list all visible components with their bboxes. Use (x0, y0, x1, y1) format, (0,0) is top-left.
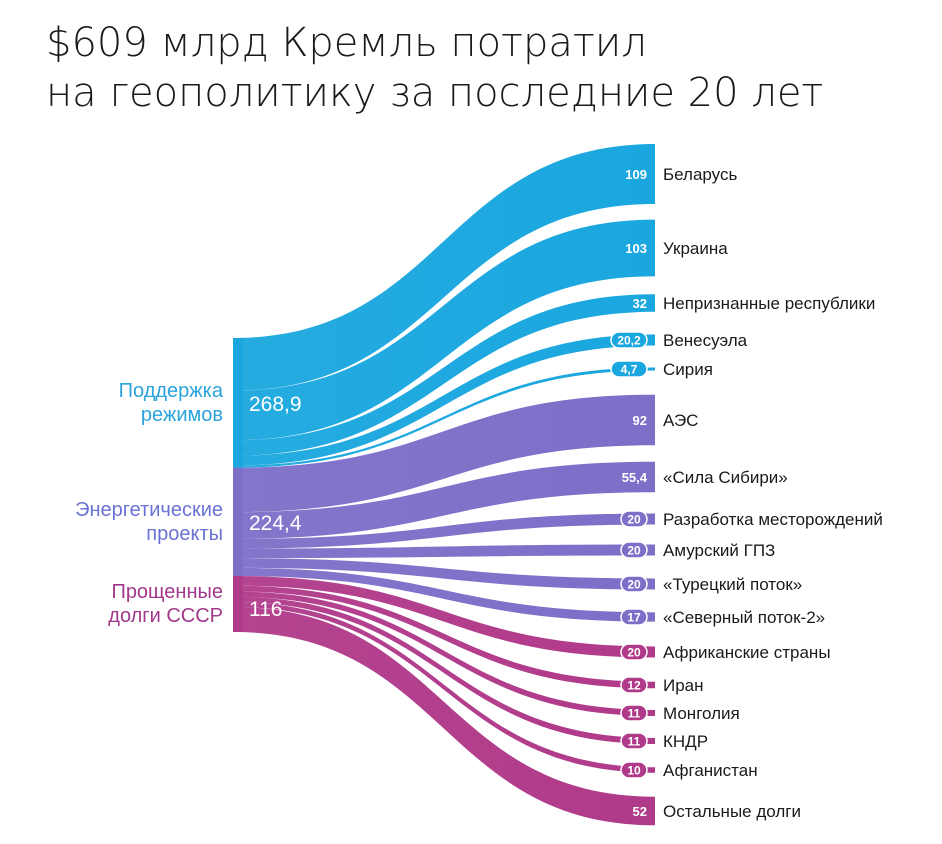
sankey-link-украина (233, 219, 655, 441)
value-badge-турецкий-поток (620, 575, 648, 593)
value-badge-иран (620, 676, 648, 694)
sankey-link-северный-поток-2 (233, 567, 655, 622)
value-label-разработка-месторождений: 20 (627, 513, 641, 527)
value-badge-венесуэла (610, 331, 648, 349)
target-label-иран: Иран (663, 676, 704, 695)
sankey-link-аэс (233, 394, 655, 513)
value-badge-африканские-страны (620, 643, 648, 661)
source-value-debts: 116 (249, 598, 282, 621)
value-label-монголия: 11 (628, 707, 641, 721)
target-label-монголия: Монголия (663, 704, 740, 723)
value-label-остальные-долги: 52 (633, 804, 647, 819)
value-label-турецкий-поток: 20 (627, 578, 641, 592)
target-label-разработка-месторождений: Разработка месторождений (663, 510, 883, 529)
value-label-кндр: 11 (628, 735, 641, 749)
sankey-link-иран (233, 585, 655, 689)
chart-title-line-1: $609 млрд Кремль потратил (46, 20, 647, 66)
sankey-link-кндр (233, 596, 655, 745)
value-badge-северный-поток-2 (620, 608, 648, 626)
target-label-северный-поток-2: «Северный поток-2» (663, 608, 825, 627)
sankey-link-остальные-долги (233, 606, 655, 826)
source-bar-support (233, 338, 243, 468)
source-value-support: 268,9 (249, 393, 302, 416)
value-badge-разработка-месторождений (620, 510, 648, 528)
source-bar-energy (233, 467, 243, 577)
target-label-венесуэла: Венесуэла (663, 331, 748, 350)
value-label-афганистан: 10 (627, 764, 641, 778)
sankey-links (233, 144, 655, 826)
value-badge-афганистан (620, 761, 648, 779)
target-label-остальные-долги: Остальные долги (663, 802, 801, 821)
sankey-link-непризнанные-республики (233, 294, 655, 456)
value-label-сила-сибири: 55,4 (622, 470, 648, 485)
target-label-сила-сибири: «Сила Сибири» (663, 468, 788, 487)
sankey-link-турецкий-поток (233, 558, 655, 590)
target-label-сирия: Сирия (663, 360, 713, 379)
source-label-energy-line-1: Энергетические (75, 499, 223, 521)
sankey-link-беларусь (233, 144, 655, 391)
value-label-северный-поток-2: 17 (627, 611, 641, 625)
value-badge-кндр (620, 732, 648, 750)
value-badge-амурский-гпз (620, 541, 648, 559)
target-label-африканские-страны: Африканские страны (663, 643, 831, 662)
sankey-link-афганистан (233, 602, 655, 773)
target-label-непризнанные-республики: Непризнанные республики (663, 294, 875, 313)
sankey-link-разработка-месторождений (233, 513, 655, 549)
sankey-link-сирия (233, 367, 655, 468)
value-label-африканские-страны: 20 (627, 646, 641, 660)
source-label-debts-line-1: Прощенные (111, 581, 223, 603)
target-label-кндр: КНДР (663, 732, 708, 751)
target-label-афганистан: Афганистан (663, 761, 758, 780)
value-badge-сирия (610, 360, 648, 378)
value-label-венесуэла: 20,2 (617, 334, 641, 348)
target-label-аэс: АЭС (663, 411, 698, 430)
sankey-labels: 109 Беларусь 103 Украина 32 Непризнанные респ… (75, 165, 883, 821)
value-label-сирия: 4,7 (621, 363, 638, 377)
target-label-турецкий-поток: «Турецкий поток» (663, 575, 802, 594)
source-label-support-line-2: режимов (141, 404, 223, 426)
chart-title-line-2: на геополитику за последние 20 лет (46, 70, 824, 116)
sankey-link-африканские-страны (233, 576, 655, 658)
sankey-link-венесуэла (233, 334, 655, 466)
value-label-иран: 12 (627, 679, 641, 693)
value-label-непризнанные-республики: 32 (633, 296, 647, 311)
chart-title: $609 млрд Кремль потратил на геополитику… (46, 18, 926, 118)
source-label-debts-line-2: долги СССР (108, 605, 223, 627)
target-label-украина: Украина (663, 239, 728, 258)
value-badge-монголия (620, 704, 648, 722)
sankey-link-амурский-гпз (233, 544, 655, 559)
sankey-link-сила-сибири (233, 461, 655, 539)
value-label-беларусь: 109 (625, 167, 647, 182)
source-bars (233, 338, 243, 632)
source-label-support-line-1: Поддержка (119, 380, 224, 402)
target-label-амурский-гпз: Амурский ГПЗ (663, 541, 775, 560)
sankey-link-монголия (233, 591, 655, 717)
value-label-аэс: 92 (633, 413, 647, 428)
value-label-амурский-гпз: 20 (627, 544, 641, 558)
source-label-energy-line-2: проекты (146, 523, 223, 545)
target-label-беларусь: Беларусь (663, 165, 737, 184)
value-label-украина: 103 (625, 241, 647, 256)
source-bar-debts (233, 576, 243, 632)
source-value-energy: 224,4 (249, 512, 302, 535)
